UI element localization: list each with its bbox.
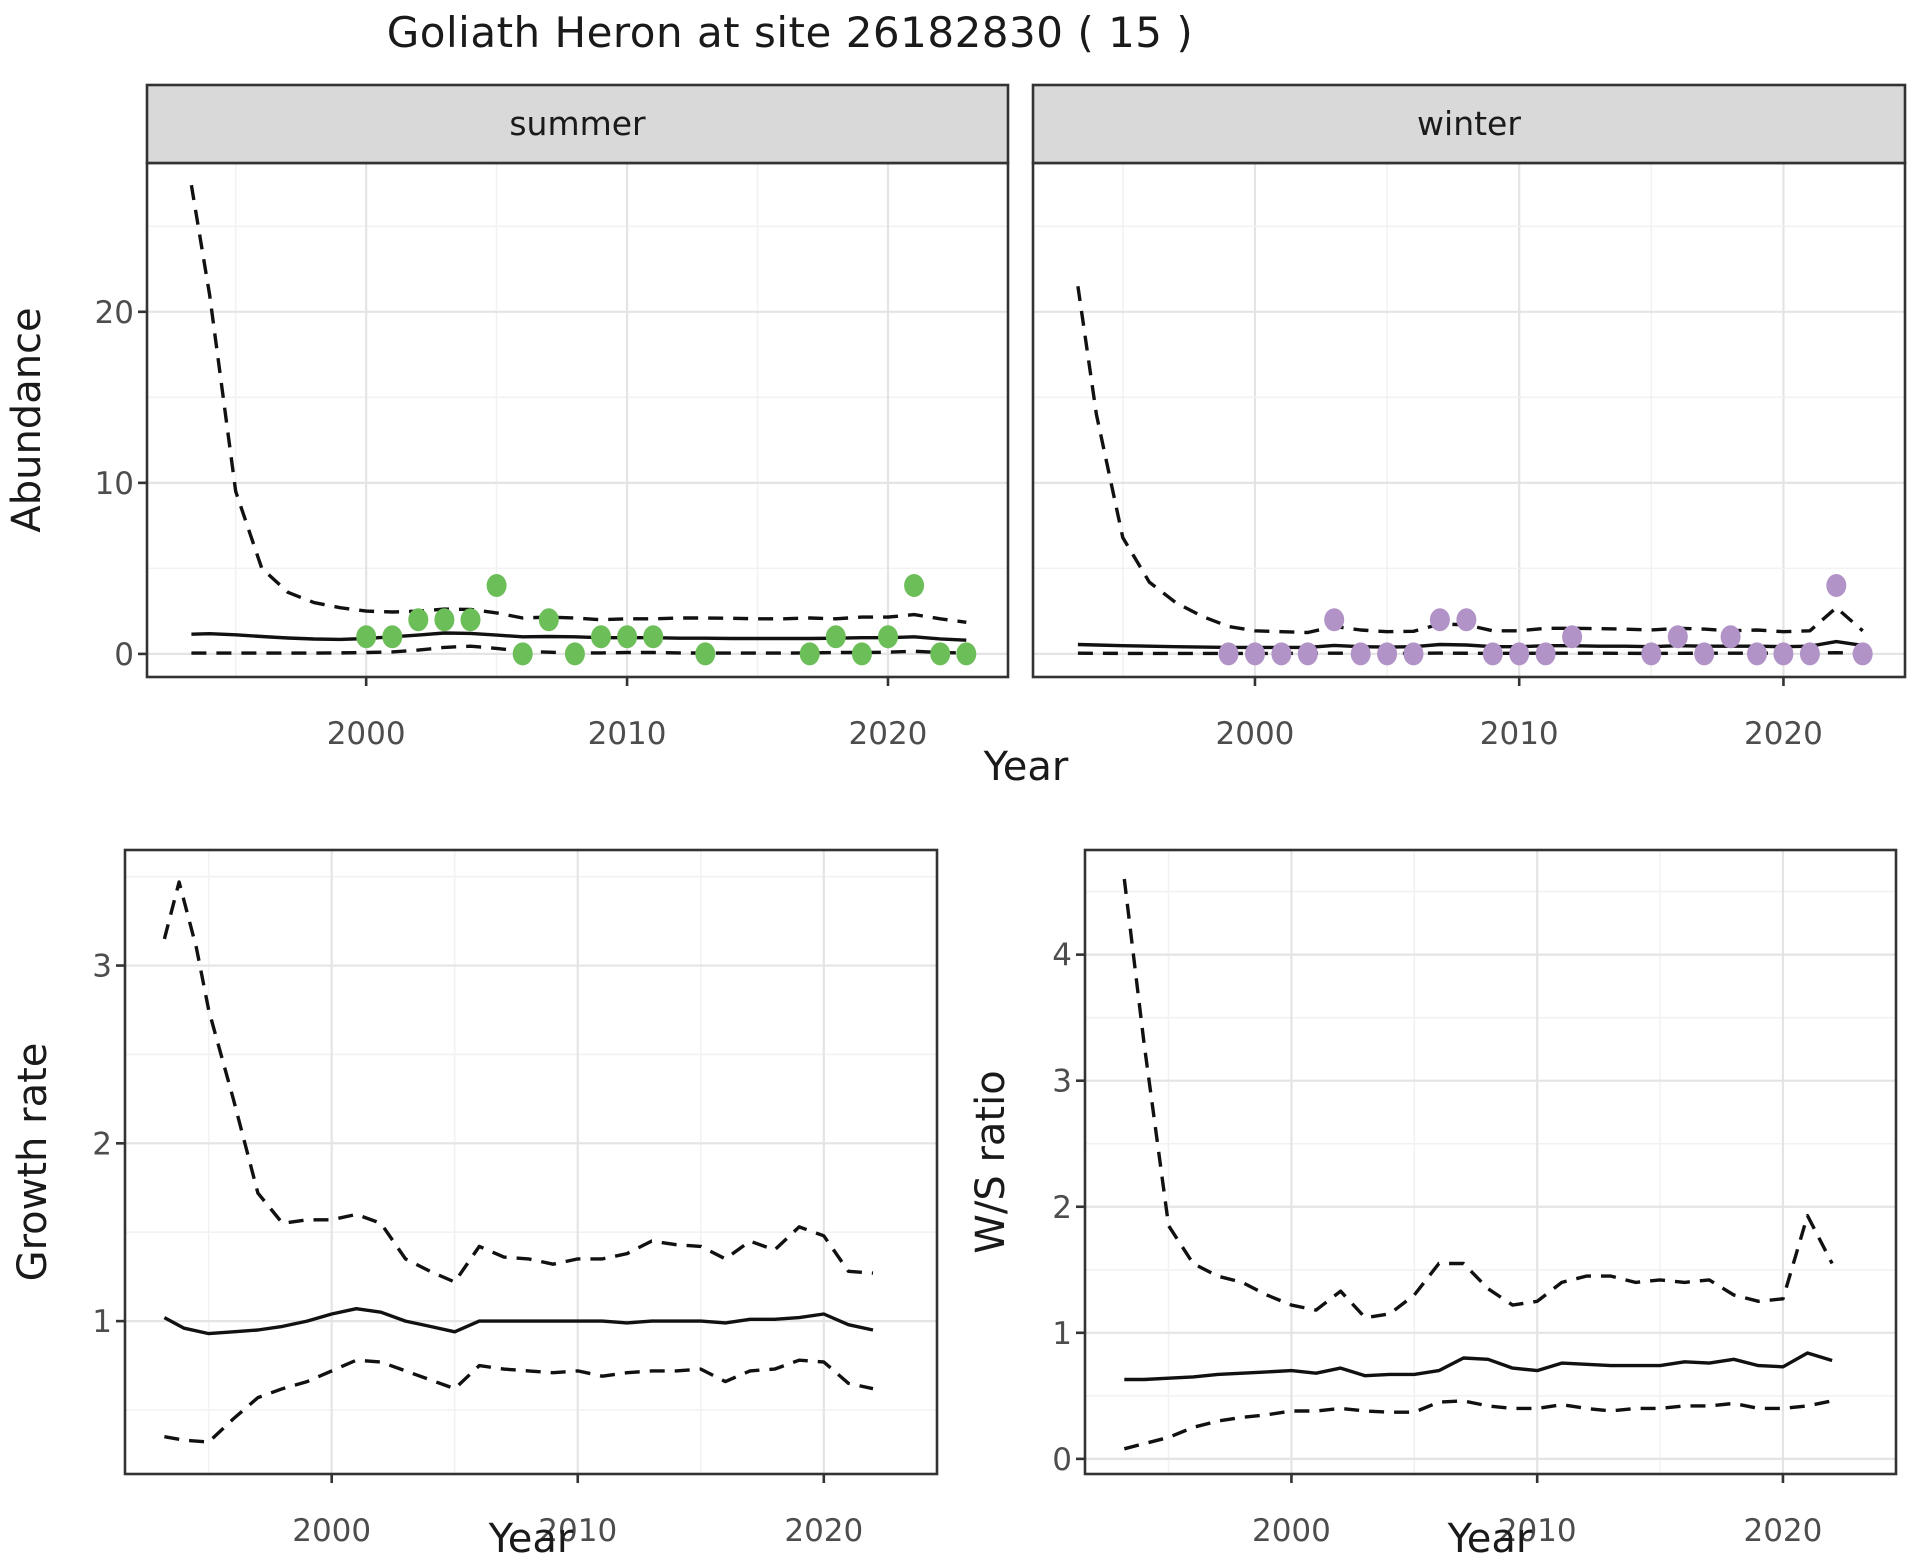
observation-point (1773, 642, 1794, 666)
observation-point (434, 608, 455, 632)
y-tick-label: 3 (1052, 1064, 1072, 1100)
observation-point (538, 608, 559, 632)
observation-point (1271, 642, 1292, 666)
panel-background (147, 163, 1008, 677)
observation-point (512, 642, 533, 666)
observation-point (956, 642, 977, 666)
abundance_summer-observations (356, 574, 977, 666)
x-tick-label: 2020 (849, 716, 928, 752)
observation-point (825, 625, 846, 649)
observation-point (1218, 642, 1239, 666)
facet-strip-winter (1031, 83, 1907, 165)
y-tick-label: 2 (1052, 1190, 1072, 1226)
observation-point (1429, 608, 1450, 632)
y-tick-label: 0 (1052, 1442, 1072, 1478)
observation-point (564, 642, 585, 666)
x-tick-label: 2020 (784, 1513, 863, 1549)
observation-point (1482, 642, 1503, 666)
observation-point (1350, 642, 1371, 666)
observation-point (1747, 642, 1767, 666)
observation-point (1535, 642, 1556, 666)
observation-point (904, 574, 925, 597)
abundance_winter-observations (1218, 574, 1873, 666)
observation-point (1852, 642, 1873, 666)
growth_rate-x-axis-title: Year (488, 1516, 574, 1560)
observation-point (695, 642, 716, 666)
facet-strip-label: winter (1417, 104, 1521, 143)
observation-point (1562, 625, 1583, 649)
chart-title: Goliath Heron at site 26182830 ( 15 ) (386, 8, 1194, 57)
observation-point (930, 642, 951, 666)
x-tick-label: 2010 (538, 1513, 617, 1549)
panel-border (1083, 848, 1898, 1476)
observation-point (1799, 642, 1820, 666)
observation-point (1403, 642, 1424, 666)
x-tick-label: 2000 (327, 716, 406, 752)
panel-background (1033, 163, 1905, 677)
y-tick-label: 4 (1052, 938, 1072, 974)
x-tick-label: 2010 (1480, 716, 1559, 752)
x-tick-label: 2010 (1498, 1513, 1577, 1549)
panel-background (1085, 850, 1896, 1474)
top-row-x-axis-title: Year (983, 744, 1069, 790)
observation-point (356, 625, 377, 649)
facet-strip-label: summer (509, 104, 646, 143)
ws_ratio-upper_ci-line (1122, 878, 1834, 1320)
ws_ratio-lower_ci-line (1123, 1399, 1833, 1451)
x-tick-label: 2000 (292, 1513, 371, 1549)
observation-point (643, 625, 664, 649)
observation-point (408, 608, 429, 632)
x-tick-label: 2000 (1216, 716, 1295, 752)
panel-border (123, 848, 939, 1476)
observation-point (1456, 608, 1477, 632)
x-tick-label: 2000 (1252, 1513, 1331, 1549)
observation-point (617, 625, 638, 649)
y-tick-label: 3 (92, 949, 112, 985)
y-tick-label: 1 (1052, 1316, 1072, 1352)
observation-point (1826, 574, 1847, 597)
ws_ratio-y-axis-title: W/S ratio (968, 1070, 1014, 1253)
growth_rate-lower_ci-line (164, 1358, 874, 1444)
observation-point (1377, 642, 1398, 666)
panel-abundance_summer: summer 2000 2010 2020 0 10 20 (95, 83, 1010, 752)
growth_rate-y-axis-title: Growth rate (10, 1043, 56, 1282)
observation-point (799, 642, 820, 666)
observation-point (591, 625, 611, 649)
y-tick-label: 10 (95, 466, 134, 502)
panel-abundance_winter: winter 2000 2010 2020 (1031, 83, 1907, 752)
y-tick-label: 0 (114, 637, 134, 673)
observation-point (1720, 625, 1741, 649)
observation-point (1667, 625, 1688, 649)
observation-point (460, 608, 481, 632)
growth_rate-median-line (163, 1307, 874, 1336)
y-tick-label: 2 (92, 1126, 112, 1162)
y-tick-label: 20 (95, 295, 134, 331)
ws_ratio-median-line (1124, 1351, 1833, 1382)
x-tick-label: 2010 (588, 716, 667, 752)
abundance-y-axis-title: Abundance (4, 307, 50, 532)
observation-point (851, 642, 872, 666)
ws_ratio-x-axis-title: Year (1447, 1516, 1533, 1560)
observation-point (1297, 642, 1318, 666)
observation-point (1509, 642, 1530, 666)
y-tick-label: 1 (92, 1304, 112, 1340)
abundance_summer-upper_ci-line (189, 184, 967, 624)
panel-growth_rate: 2000 2010 2020 1 2 3 Year Growth rate (10, 848, 939, 1560)
observation-point (382, 625, 403, 649)
panel-ws_ratio: 2000 2010 2020 0 1 2 3 4 Year W/S ratio (968, 848, 1898, 1560)
x-tick-label: 2020 (1744, 716, 1823, 752)
panel-background (125, 850, 937, 1474)
observation-point (1694, 642, 1715, 666)
observation-point (1324, 608, 1345, 632)
observation-point (1245, 642, 1265, 666)
observation-point (1641, 642, 1662, 666)
growth_rate-upper_ci-line (162, 880, 874, 1284)
observation-point (878, 625, 898, 649)
observation-point (486, 574, 507, 597)
facet-strip-summer (145, 83, 1010, 165)
x-tick-label: 2020 (1743, 1513, 1822, 1549)
